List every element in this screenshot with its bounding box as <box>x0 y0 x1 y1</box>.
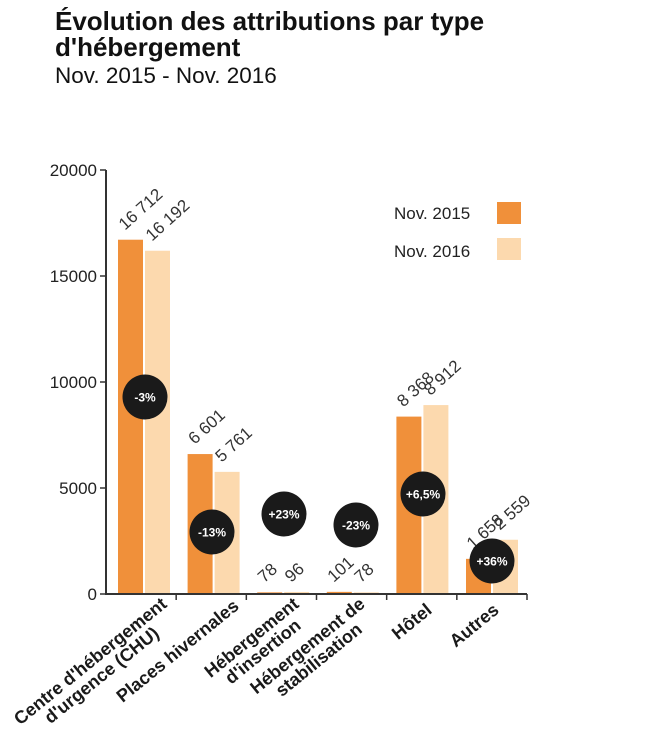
y-tick-label: 20000 <box>50 161 97 180</box>
change-badge: +36% <box>469 538 515 584</box>
change-badge-circle <box>261 491 307 537</box>
data-label-nov-2015: 78 <box>254 560 281 587</box>
change-badge-label: -23% <box>342 519 370 533</box>
change-badge-circle <box>469 538 515 584</box>
category-labels-layer: Centre d'hébergement d'urgence (CHU)Plac… <box>10 590 503 728</box>
bar-nov-2016 <box>145 250 170 595</box>
y-tick-label: 10000 <box>50 373 97 392</box>
change-badge-label: +36% <box>476 555 507 569</box>
category-label-line: Autres <box>446 600 503 651</box>
change-badge-label: -3% <box>134 391 156 405</box>
change-badge-circle <box>189 509 235 555</box>
y-tick-label: 5000 <box>59 479 97 498</box>
data-label-nov-2016: 96 <box>281 559 308 586</box>
change-badge: -13% <box>189 509 235 555</box>
axes-layer: 0 5000 10000 15000 20000 <box>50 161 528 604</box>
legend-swatch-nov-2015 <box>497 202 521 224</box>
change-badge-circle <box>333 502 379 548</box>
chart-title: Évolution des attributions par type d'hé… <box>55 6 485 62</box>
y-tick-label: 15000 <box>50 267 97 286</box>
change-badge-label: -13% <box>198 526 226 540</box>
change-badge: -23% <box>333 502 379 548</box>
legend-swatch-nov-2016 <box>497 238 521 260</box>
y-tick-label: 0 <box>88 585 97 604</box>
chart-subtitle: Nov. 2015 - Nov. 2016 <box>55 63 277 88</box>
data-label-nov-2016: 2 559 <box>490 491 534 534</box>
data-label-nov-2016: 8 912 <box>420 356 464 399</box>
data-label-nov-2015: 101 <box>324 553 358 586</box>
change-badge-label: +6,5% <box>406 488 441 502</box>
category-label-line: Hôtel <box>388 600 436 644</box>
data-label-nov-2016: 5 761 <box>212 423 256 466</box>
legend-item-nov-2016: Nov. 2016 <box>394 238 521 261</box>
change-badge-circle <box>122 374 168 420</box>
legend-label-nov-2015: Nov. 2015 <box>394 204 470 223</box>
bar-nov-2016 <box>284 591 310 594</box>
legend-label-nov-2016: Nov. 2016 <box>394 242 470 261</box>
change-badge: +23% <box>261 491 307 537</box>
legend: Nov. 2015 Nov. 2016 <box>394 202 521 261</box>
category-label: Autres <box>446 600 503 651</box>
change-badges-layer: -3% -13% +23% -23% +6,5% +36% <box>122 374 515 584</box>
legend-item-nov-2015: Nov. 2015 <box>394 202 521 224</box>
data-label-nov-2016: 78 <box>351 560 378 587</box>
change-badge-label: +23% <box>268 508 299 522</box>
change-badge: +6,5% <box>400 471 446 517</box>
bar-nov-2015 <box>326 591 352 594</box>
change-badge-circle <box>400 471 446 517</box>
bars-layer <box>118 239 518 595</box>
change-badge: -3% <box>122 374 168 420</box>
category-label: Hôtel <box>388 600 436 644</box>
